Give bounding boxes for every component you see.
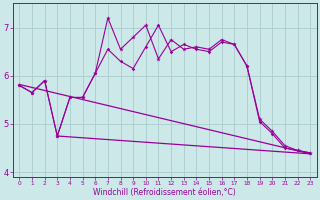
X-axis label: Windchill (Refroidissement éolien,°C): Windchill (Refroidissement éolien,°C): [93, 188, 236, 197]
